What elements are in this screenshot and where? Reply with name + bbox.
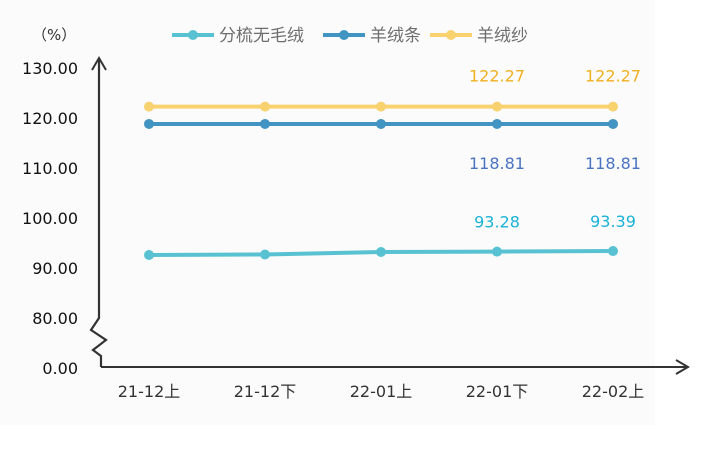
x-tick-label: 21-12上 [118,382,181,401]
data-label: 118.81 [469,154,525,173]
y-tick-labels: 0.00 80.00 90.00 100.00 110.00 120.00 130.00 [22,59,78,378]
series-point [144,250,154,260]
x-tick-label: 22-01下 [466,382,529,401]
series-point [492,101,502,112]
series-point [376,247,386,257]
series-point [608,118,618,129]
series-point [260,101,270,112]
x-tick-labels: 21-12上 21-12下 22-01上 22-01下 22-02上 [118,382,645,401]
series-point [376,101,386,112]
series-point [608,101,618,112]
x-tick-label: 22-02上 [582,382,645,401]
y-tick-label: 100.00 [22,209,78,228]
y-tick-label: 80.00 [32,309,78,328]
y-tick-label: 120.00 [22,109,78,128]
data-label: 122.27 [585,67,641,86]
x-tick-label: 22-01上 [350,382,413,401]
y-tick-label: 0.00 [42,359,78,378]
data-label: 93.39 [590,212,636,231]
series-point [376,118,386,129]
legend: 分梳无毛绒 羊绒条 羊绒纱 [172,26,528,46]
unit-label: （%） [32,26,76,44]
legend-label: 羊绒条 [370,26,421,46]
series-point [260,249,270,260]
series-point [144,101,154,112]
legend-marker [446,30,456,40]
legend-marker [188,30,198,40]
x-tick-label: 21-12下 [234,382,297,401]
y-tick-label: 90.00 [32,259,78,278]
y-tick-label: 130.00 [22,59,78,78]
y-tick-label: 110.00 [22,159,78,178]
series-point [260,118,270,129]
series-point [492,118,502,129]
legend-marker [339,30,349,40]
x-axis-arrow [675,359,690,375]
legend-label: 羊绒纱 [477,26,528,46]
data-label: 118.81 [585,154,641,173]
y-axis-line [89,58,108,367]
y-axis [89,56,108,367]
series-point [492,246,502,257]
data-label: 122.27 [469,67,525,86]
legend-label: 分梳无毛绒 [219,26,304,46]
plot-panel [0,0,655,425]
data-label: 93.28 [474,213,520,232]
series-point [608,246,618,257]
y-axis-arrow [91,56,107,71]
series-point [144,118,154,129]
x-axis [101,359,690,375]
data-labels: 93.28 93.39 118.81 118.81 122.27 122.27 [469,67,641,232]
series-layer [144,101,618,260]
